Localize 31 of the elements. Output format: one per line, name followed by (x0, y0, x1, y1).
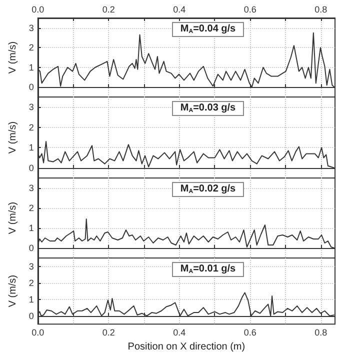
y-tick-label: 3 (28, 22, 34, 33)
y-tick-label: 3 (28, 183, 34, 193)
y-tick-label: 1 (28, 62, 34, 72)
y-tick-label: 2 (28, 122, 34, 132)
y-tick-label: 2 (28, 278, 34, 288)
y-tick-label: 3 (28, 261, 34, 272)
x-tick-label: 0.4 (173, 328, 186, 338)
x-tick-label: 0.8 (314, 328, 328, 338)
x2-tick-label: 0.2 (102, 4, 115, 14)
x2-tick-label: 0.8 (314, 4, 328, 14)
y-axis-title: V (m/s) (8, 202, 18, 234)
y-tick-label: 0 (28, 310, 34, 321)
y-tick-label: 0 (28, 243, 34, 253)
y-axis-title: V (m/s) (8, 121, 18, 154)
x-tick-label: 0.6 (244, 328, 256, 338)
y-tick-label: 1 (28, 294, 34, 304)
x-axis-title: Position on X direction (m) (128, 342, 246, 352)
x2-tick-label: 0.0 (32, 4, 44, 14)
y-tick-label: 1 (28, 223, 34, 233)
x2-tick-label: 0.4 (173, 4, 186, 14)
x2-tick-label: 0.6 (244, 4, 256, 14)
y-axis-title: V (m/s) (8, 274, 18, 308)
y-tick-label: 2 (28, 203, 34, 213)
y-axis-title: V (m/s) (8, 41, 18, 74)
x-tick-label: 0.2 (102, 328, 115, 338)
y-tick-label: 1 (28, 142, 34, 153)
y-tick-label: 2 (28, 42, 34, 53)
y-tick-label: 3 (28, 102, 34, 112)
y-tick-label: 0 (28, 162, 34, 173)
x-tick-label: 0.0 (32, 328, 44, 338)
y-tick-label: 0 (28, 82, 34, 92)
